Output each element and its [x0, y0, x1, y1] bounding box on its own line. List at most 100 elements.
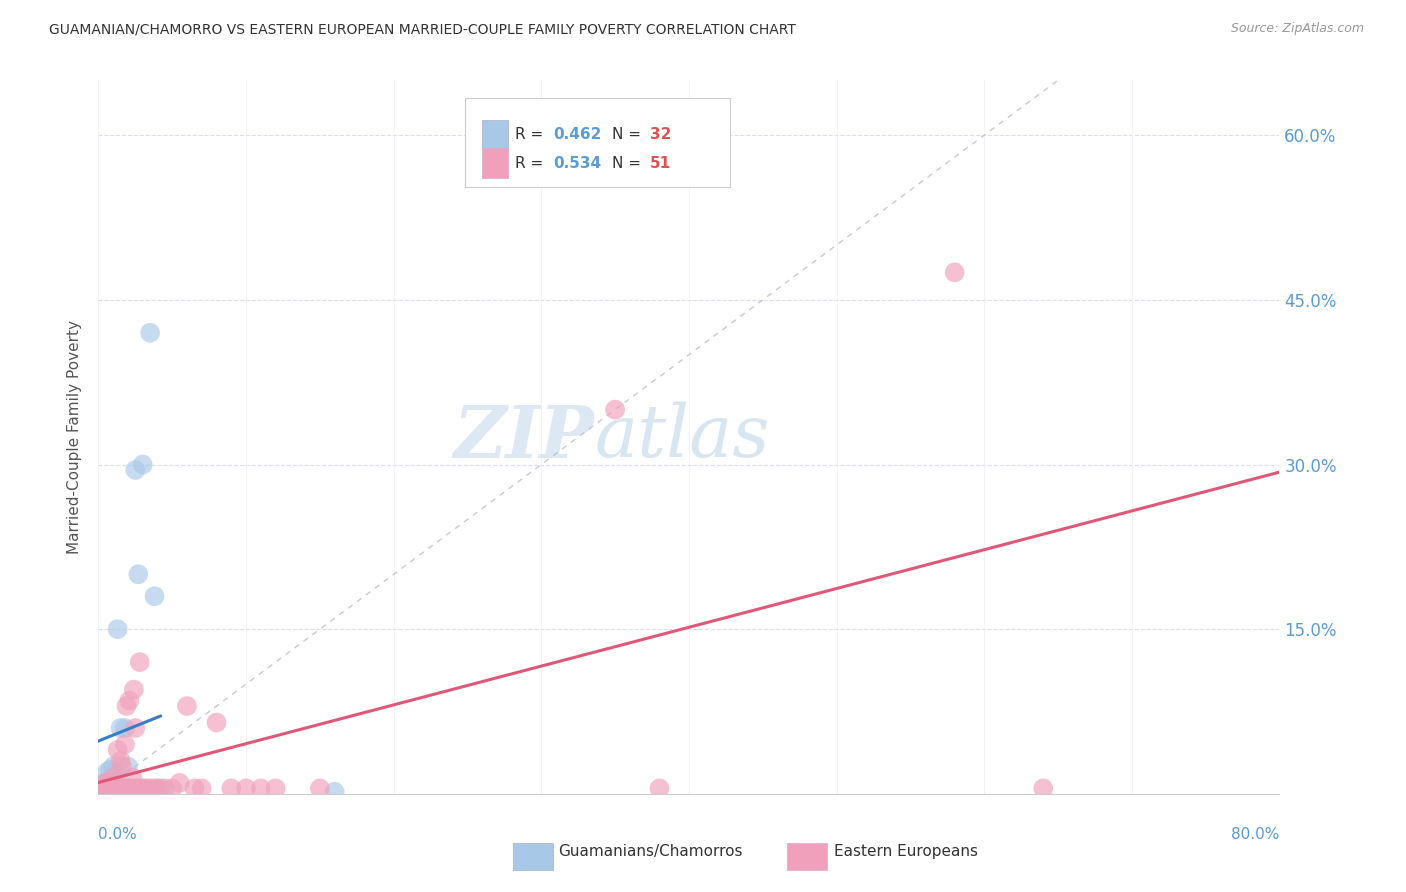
- Point: [132, 781, 155, 796]
- Text: Guamanians/Chamorros: Guamanians/Chamorros: [558, 845, 742, 859]
- Point: [235, 781, 257, 796]
- Point: [127, 781, 149, 796]
- Point: [605, 402, 627, 417]
- Point: [183, 781, 205, 796]
- Point: [112, 781, 135, 796]
- Text: atlas: atlas: [595, 401, 770, 473]
- Point: [264, 781, 287, 796]
- Point: [120, 781, 142, 796]
- Point: [98, 763, 121, 777]
- Point: [176, 699, 198, 714]
- Point: [91, 781, 114, 796]
- Point: [96, 781, 118, 796]
- Point: [93, 776, 115, 790]
- Point: [104, 781, 127, 796]
- Point: [162, 781, 183, 796]
- Point: [90, 781, 112, 796]
- Point: [124, 463, 146, 477]
- FancyBboxPatch shape: [482, 148, 508, 178]
- Point: [114, 721, 136, 735]
- Point: [94, 776, 117, 790]
- Text: 51: 51: [650, 156, 671, 170]
- Point: [191, 781, 214, 796]
- Point: [107, 743, 129, 757]
- Point: [103, 781, 125, 796]
- Text: 0.462: 0.462: [553, 127, 602, 142]
- Point: [943, 265, 966, 279]
- FancyBboxPatch shape: [482, 120, 508, 150]
- Text: 0.0%: 0.0%: [98, 827, 138, 841]
- Text: GUAMANIAN/CHAMORRO VS EASTERN EUROPEAN MARRIED-COUPLE FAMILY POVERTY CORRELATION: GUAMANIAN/CHAMORRO VS EASTERN EUROPEAN M…: [49, 22, 796, 37]
- Point: [117, 781, 139, 796]
- Point: [250, 781, 273, 796]
- Point: [121, 771, 143, 785]
- Point: [127, 567, 149, 582]
- Point: [91, 781, 114, 796]
- Text: Eastern Europeans: Eastern Europeans: [834, 845, 977, 859]
- Point: [124, 721, 146, 735]
- Text: R =: R =: [516, 127, 548, 142]
- Point: [103, 759, 125, 773]
- Point: [103, 771, 125, 785]
- Point: [94, 776, 117, 790]
- Point: [132, 458, 155, 472]
- Y-axis label: Married-Couple Family Poverty: Married-Couple Family Poverty: [67, 320, 83, 554]
- Point: [122, 682, 145, 697]
- Text: 80.0%: 80.0%: [1232, 827, 1279, 841]
- Point: [105, 781, 128, 796]
- Point: [120, 781, 142, 796]
- Point: [111, 759, 134, 773]
- Point: [111, 781, 134, 796]
- Point: [169, 776, 191, 790]
- Point: [105, 767, 128, 781]
- Point: [124, 781, 146, 796]
- Point: [135, 781, 157, 796]
- Point: [143, 781, 166, 796]
- Point: [323, 785, 346, 799]
- Point: [108, 781, 131, 796]
- Point: [104, 781, 127, 796]
- Text: N =: N =: [612, 156, 645, 170]
- Point: [128, 655, 150, 669]
- Point: [94, 781, 117, 796]
- Point: [90, 781, 112, 796]
- Point: [97, 781, 120, 796]
- Point: [205, 715, 228, 730]
- Point: [112, 781, 135, 796]
- Point: [100, 781, 122, 796]
- FancyBboxPatch shape: [464, 98, 730, 187]
- Point: [128, 781, 150, 796]
- Point: [93, 781, 115, 796]
- Text: 0.534: 0.534: [553, 156, 602, 170]
- Point: [93, 781, 115, 796]
- Point: [94, 781, 117, 796]
- Point: [139, 781, 162, 796]
- Text: N =: N =: [612, 127, 645, 142]
- Point: [114, 738, 136, 752]
- Point: [107, 622, 129, 636]
- Point: [96, 764, 118, 779]
- Point: [219, 781, 242, 796]
- Text: ZIP: ZIP: [454, 401, 595, 473]
- Point: [143, 589, 166, 603]
- Point: [110, 754, 132, 768]
- Point: [110, 721, 132, 735]
- Point: [648, 781, 671, 796]
- Point: [309, 781, 332, 796]
- Point: [1032, 781, 1054, 796]
- Point: [153, 781, 176, 796]
- Text: Source: ZipAtlas.com: Source: ZipAtlas.com: [1230, 22, 1364, 36]
- Point: [100, 776, 122, 790]
- Text: 32: 32: [650, 127, 671, 142]
- Point: [149, 781, 172, 796]
- Point: [108, 781, 131, 796]
- Text: R =: R =: [516, 156, 548, 170]
- Point: [98, 776, 121, 790]
- Point: [117, 759, 139, 773]
- Point: [146, 781, 169, 796]
- Point: [96, 776, 118, 790]
- Point: [98, 781, 121, 796]
- Point: [139, 326, 162, 340]
- Point: [115, 699, 138, 714]
- Point: [97, 781, 120, 796]
